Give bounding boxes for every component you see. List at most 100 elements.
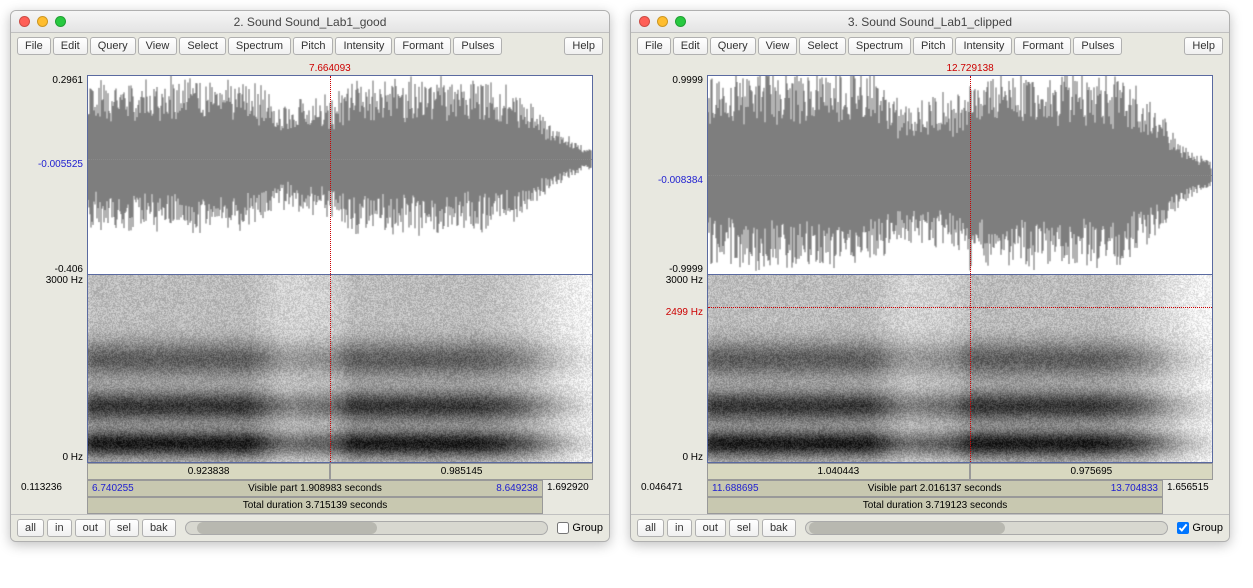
ymin-label: -0.9999 <box>669 264 703 275</box>
menu-view[interactable]: View <box>138 37 178 55</box>
zero-line <box>708 175 1212 176</box>
maximize-icon[interactable] <box>675 16 686 27</box>
menu-pitch[interactable]: Pitch <box>913 37 953 55</box>
scrollbar[interactable] <box>185 521 549 535</box>
ymax-label: 0.9999 <box>672 75 703 86</box>
vis-end: 8.649238 <box>496 483 538 494</box>
spectrogram-yaxis: 3000 Hz 2499 Hz 0 Hz <box>637 275 707 463</box>
selection-bar: 0.923838 0.985145 <box>17 463 603 480</box>
visible-label: Visible part 2.016137 seconds <box>868 483 1002 494</box>
menu-pitch[interactable]: Pitch <box>293 37 333 55</box>
spectrogram-display[interactable] <box>87 275 593 463</box>
minimize-icon[interactable] <box>657 16 668 27</box>
bottombar: all in out sel bak Group <box>631 514 1229 541</box>
zero-line <box>88 159 592 160</box>
total-label[interactable]: Total duration 3.715139 seconds <box>87 497 543 514</box>
group-check-input[interactable] <box>557 522 569 534</box>
pre-time: 0.113236 <box>17 480 87 497</box>
group-checkbox[interactable]: Group <box>1177 522 1223 534</box>
menu-view[interactable]: View <box>758 37 798 55</box>
selection-bar: 1.040443 0.975695 <box>637 463 1223 480</box>
cursor-time-label: 12.729138 <box>946 63 993 74</box>
group-check-input[interactable] <box>1177 522 1189 534</box>
titlebar[interactable]: 2. Sound Sound_Lab1_good <box>11 11 609 33</box>
scroll-thumb[interactable] <box>809 522 1004 534</box>
total-bar: Total duration 3.715139 seconds <box>17 497 603 514</box>
nav-sel[interactable]: sel <box>729 519 759 537</box>
total-bar: Total duration 3.719123 seconds <box>637 497 1223 514</box>
window-title: 2. Sound Sound_Lab1_good <box>11 15 609 29</box>
ymin-label: -0.406 <box>55 264 83 275</box>
vis-start: 11.688695 <box>712 483 759 494</box>
close-icon[interactable] <box>639 16 650 27</box>
menu-spectrum[interactable]: Spectrum <box>228 37 291 55</box>
sel-left[interactable]: 0.923838 <box>87 463 330 480</box>
bottombar: all in out sel bak Group <box>11 514 609 541</box>
minimize-icon[interactable] <box>37 16 48 27</box>
pre-time: 0.046471 <box>637 480 707 497</box>
nav-all[interactable]: all <box>637 519 664 537</box>
scroll-thumb[interactable] <box>197 522 378 534</box>
vis-end: 13.704833 <box>1111 483 1158 494</box>
group-checkbox[interactable]: Group <box>557 522 603 534</box>
window-title: 3. Sound Sound_Lab1_clipped <box>631 15 1229 29</box>
ymid-label: -0.008384 <box>658 175 703 186</box>
menu-formant[interactable]: Formant <box>394 37 451 55</box>
freq-max-label: 3000 Hz <box>46 275 83 286</box>
canvas-area: 12.729138 0.9999 -0.008384 -0.9999 3000 … <box>631 59 1229 514</box>
spectrogram-yaxis: 3000 Hz 0 Hz <box>17 275 87 463</box>
freq-max-label: 3000 Hz <box>666 275 703 286</box>
sel-left[interactable]: 1.040443 <box>707 463 970 480</box>
nav-bak[interactable]: bak <box>762 519 796 537</box>
nav-out[interactable]: out <box>75 519 106 537</box>
sel-right[interactable]: 0.985145 <box>330 463 593 480</box>
menu-edit[interactable]: Edit <box>53 37 88 55</box>
freq-cursor-label: 2499 Hz <box>666 307 703 318</box>
menu-help[interactable]: Help <box>564 37 603 55</box>
canvas-area: 7.664093 0.2961 -0.005525 -0.406 3000 Hz… <box>11 59 609 514</box>
scrollbar[interactable] <box>805 521 1169 535</box>
menu-select[interactable]: Select <box>179 37 226 55</box>
nav-in[interactable]: in <box>47 519 72 537</box>
waveform-display[interactable] <box>707 75 1213 275</box>
menu-intensity[interactable]: Intensity <box>335 37 392 55</box>
titlebar[interactable]: 3. Sound Sound_Lab1_clipped <box>631 11 1229 33</box>
menu-file[interactable]: File <box>17 37 51 55</box>
menu-pulses[interactable]: Pulses <box>1073 37 1122 55</box>
nav-in[interactable]: in <box>667 519 692 537</box>
nav-sel[interactable]: sel <box>109 519 139 537</box>
ymax-label: 0.2961 <box>52 75 83 86</box>
menu-formant[interactable]: Formant <box>1014 37 1071 55</box>
spectrogram-canvas <box>708 275 1212 462</box>
nav-all[interactable]: all <box>17 519 44 537</box>
menubar: File Edit Query View Select Spectrum Pit… <box>631 33 1229 59</box>
menu-spectrum[interactable]: Spectrum <box>848 37 911 55</box>
menu-select[interactable]: Select <box>799 37 846 55</box>
menu-query[interactable]: Query <box>90 37 136 55</box>
menu-intensity[interactable]: Intensity <box>955 37 1012 55</box>
waveform-canvas <box>88 76 592 274</box>
menu-edit[interactable]: Edit <box>673 37 708 55</box>
cursor-time-label: 7.664093 <box>309 63 351 74</box>
menu-pulses[interactable]: Pulses <box>453 37 502 55</box>
visible-label: Visible part 1.908983 seconds <box>248 483 382 494</box>
visible-bar: 0.046471 11.688695 Visible part 2.016137… <box>637 480 1223 497</box>
waveform-display[interactable] <box>87 75 593 275</box>
spectrogram-display[interactable] <box>707 275 1213 463</box>
vis-start: 6.740255 <box>92 483 134 494</box>
freq-min-label: 0 Hz <box>682 452 703 463</box>
maximize-icon[interactable] <box>55 16 66 27</box>
menu-help[interactable]: Help <box>1184 37 1223 55</box>
menu-query[interactable]: Query <box>710 37 756 55</box>
ymid-label: -0.005525 <box>38 159 83 170</box>
nav-bak[interactable]: bak <box>142 519 176 537</box>
post-time: 1.656515 <box>1163 480 1223 497</box>
sel-right[interactable]: 0.975695 <box>970 463 1213 480</box>
menubar: File Edit Query View Select Spectrum Pit… <box>11 33 609 59</box>
nav-out[interactable]: out <box>695 519 726 537</box>
waveform-yaxis: 0.9999 -0.008384 -0.9999 <box>637 75 707 275</box>
praat-window-1: 3. Sound Sound_Lab1_clipped File Edit Qu… <box>630 10 1230 542</box>
menu-file[interactable]: File <box>637 37 671 55</box>
total-label[interactable]: Total duration 3.719123 seconds <box>707 497 1163 514</box>
close-icon[interactable] <box>19 16 30 27</box>
